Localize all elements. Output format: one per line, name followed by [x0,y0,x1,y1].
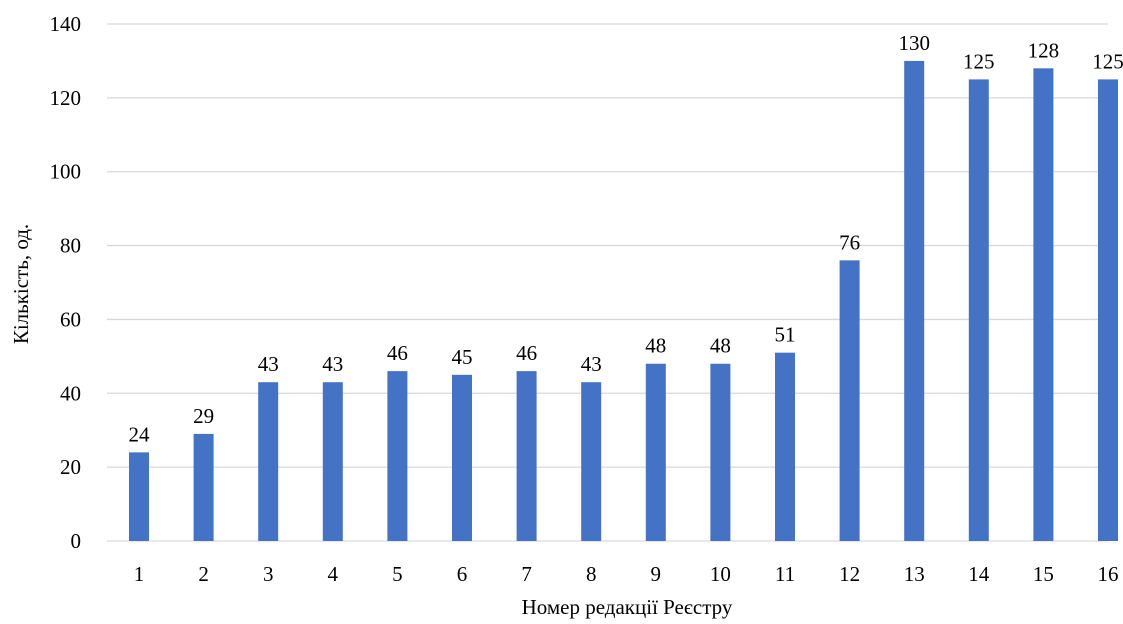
y-axis-title: Кількість, од. [9,224,33,344]
bar [581,382,602,541]
y-tick-label: 60 [60,307,81,331]
bar [1098,79,1118,542]
x-tick-label: 15 [1033,562,1054,586]
bar [258,382,279,541]
data-labels: 24 29 43 43 46 45 46 43 48 48 51 76 130 125 128 125 [129,31,1123,446]
data-label: 43 [322,352,343,376]
gridlines [107,23,1108,542]
y-axis-ticks: 0 20 40 60 80 100 120 140 [50,12,82,553]
x-tick-label: 5 [392,562,403,586]
y-tick-label: 80 [60,234,81,258]
bars [129,60,1118,542]
y-tick-label: 40 [60,381,81,405]
x-tick-label: 16 [1098,562,1119,586]
x-tick-label: 6 [457,562,468,586]
x-tick-label: 8 [586,562,597,586]
x-axis-title: Номер редакції Реєстру [522,595,733,619]
data-label: 130 [898,31,930,55]
y-tick-label: 100 [50,160,82,184]
bar [968,79,989,542]
x-tick-label: 13 [904,562,925,586]
data-label: 48 [710,334,731,358]
data-label: 29 [193,404,214,428]
data-label: 24 [129,422,151,446]
bar [904,60,925,542]
bar [775,352,795,541]
data-label: 46 [387,341,408,365]
bar [516,371,537,541]
bar [839,260,860,541]
bar [645,363,666,541]
data-label: 51 [775,323,796,347]
x-tick-label: 14 [968,562,990,586]
x-tick-label: 7 [521,562,532,586]
x-axis-ticks: 1 2 3 4 5 6 7 8 9 10 11 12 13 14 15 16 [134,562,1119,586]
x-tick-label: 1 [134,562,145,586]
bar [452,374,472,541]
data-label: 43 [581,352,602,376]
x-tick-label: 10 [710,562,731,586]
x-tick-label: 2 [198,562,209,586]
data-label: 76 [839,230,860,254]
x-tick-label: 12 [839,562,860,586]
y-tick-label: 20 [60,455,81,479]
data-label: 128 [1028,38,1060,62]
x-tick-label: 11 [775,562,795,586]
y-tick-label: 140 [50,12,82,36]
y-tick-label: 0 [71,529,82,553]
bar [129,452,149,541]
bar [710,363,731,541]
data-label: 43 [258,352,279,376]
bar [1033,68,1054,542]
data-label: 125 [963,49,995,73]
x-tick-label: 3 [263,562,274,586]
x-tick-label: 4 [328,562,339,586]
bar [387,371,408,541]
bar [193,433,214,541]
data-label: 125 [1092,49,1123,73]
data-label: 46 [516,341,537,365]
data-label: 45 [452,345,473,369]
data-label: 48 [645,334,666,358]
y-tick-label: 120 [50,86,82,110]
bar [322,382,343,541]
x-tick-label: 9 [651,562,662,586]
